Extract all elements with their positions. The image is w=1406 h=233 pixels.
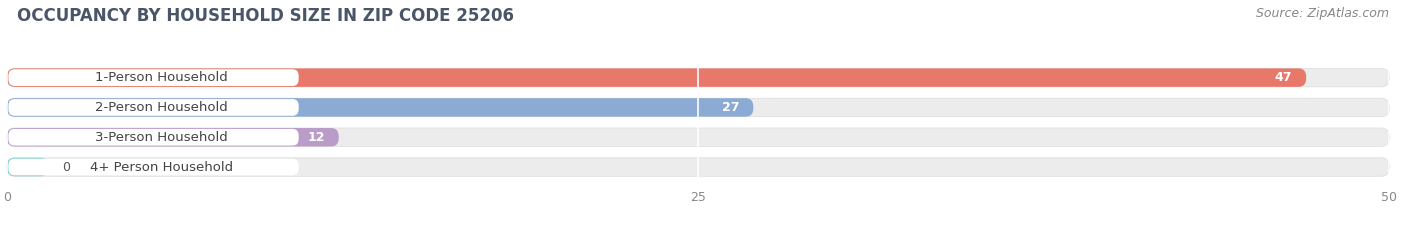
FancyBboxPatch shape: [8, 129, 298, 146]
Text: 1-Person Household: 1-Person Household: [96, 71, 228, 84]
Text: 47: 47: [1275, 71, 1292, 84]
Text: 0: 0: [62, 161, 70, 174]
Text: 27: 27: [723, 101, 740, 114]
FancyBboxPatch shape: [7, 98, 1389, 117]
FancyBboxPatch shape: [7, 128, 1389, 147]
Text: 4+ Person Household: 4+ Person Household: [90, 161, 233, 174]
FancyBboxPatch shape: [8, 99, 298, 116]
Text: OCCUPANCY BY HOUSEHOLD SIZE IN ZIP CODE 25206: OCCUPANCY BY HOUSEHOLD SIZE IN ZIP CODE …: [17, 7, 513, 25]
Text: 2-Person Household: 2-Person Household: [96, 101, 228, 114]
FancyBboxPatch shape: [7, 128, 339, 147]
Text: 12: 12: [308, 131, 325, 144]
FancyBboxPatch shape: [7, 68, 1389, 87]
FancyBboxPatch shape: [8, 159, 298, 175]
Text: 3-Person Household: 3-Person Household: [96, 131, 228, 144]
FancyBboxPatch shape: [7, 158, 48, 176]
FancyBboxPatch shape: [7, 98, 754, 117]
Text: Source: ZipAtlas.com: Source: ZipAtlas.com: [1256, 7, 1389, 20]
FancyBboxPatch shape: [7, 158, 1389, 176]
FancyBboxPatch shape: [8, 69, 298, 86]
FancyBboxPatch shape: [7, 68, 1306, 87]
